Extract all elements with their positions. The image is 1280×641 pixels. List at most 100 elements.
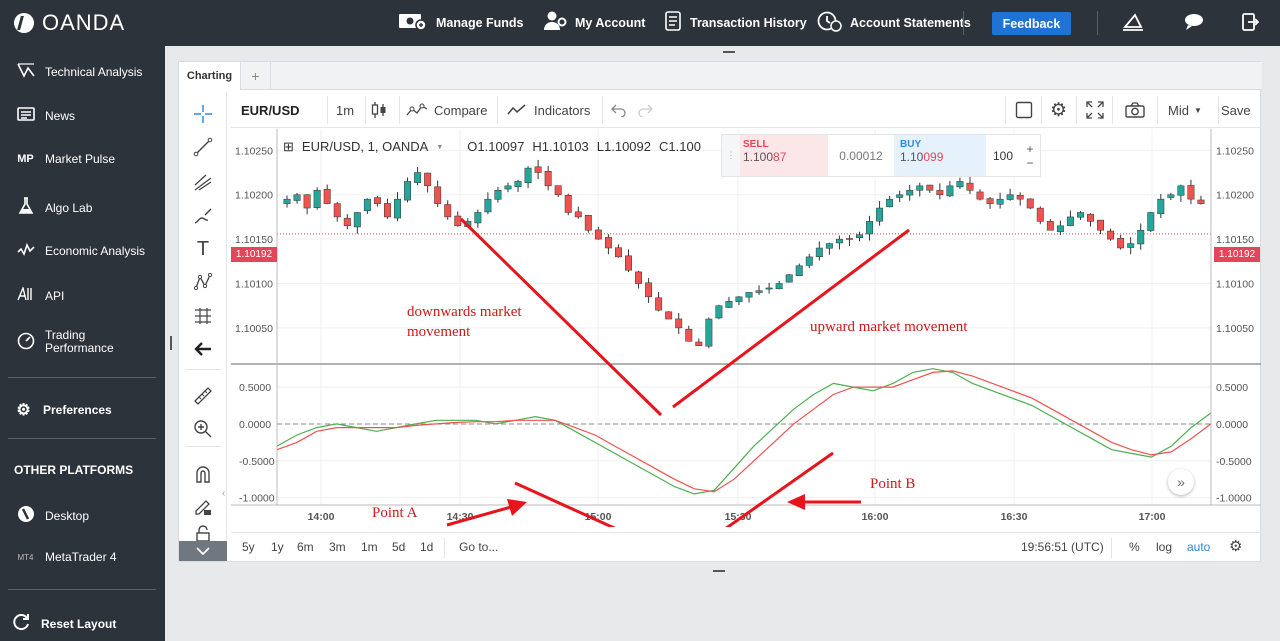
zoom-in-icon[interactable]	[191, 417, 215, 441]
my-account-label: My Account	[575, 16, 646, 30]
sidebar-item-api[interactable]: API	[16, 285, 64, 304]
increase-button[interactable]: +	[1026, 141, 1034, 156]
brush-icon[interactable]	[191, 204, 215, 228]
sidebar-item-market-pulse[interactable]: MP Market Pulse	[16, 152, 115, 166]
trend-line-icon[interactable]	[191, 135, 215, 159]
decrease-button[interactable]: −	[1026, 155, 1034, 170]
manage-funds-link[interactable]: Manage Funds	[398, 0, 524, 46]
add-tab-button[interactable]: +	[241, 62, 271, 90]
sidebar-collapse-handle[interactable]	[170, 336, 172, 350]
candle-body	[333, 203, 341, 218]
osc-tick-label-left: -1.0000	[239, 493, 275, 505]
ruler-icon[interactable]	[191, 384, 215, 408]
prediction-icon[interactable]	[191, 304, 215, 328]
buy-button[interactable]: BUY 1.10099	[894, 135, 986, 176]
candle-body	[916, 185, 924, 191]
sidebar-item-news[interactable]: News	[16, 107, 75, 124]
tab-charting[interactable]: Charting	[179, 62, 241, 90]
transaction-history-link[interactable]: Transaction History	[664, 0, 807, 46]
sidebar-item-economic-analysis[interactable]: Economic Analysis	[16, 242, 145, 259]
feedback-button[interactable]: Feedback	[992, 12, 1071, 35]
quantity-field[interactable]: 100	[986, 135, 1020, 176]
panel-resize-handle-bottom[interactable]	[713, 570, 725, 572]
candle-body	[886, 198, 894, 208]
auto-scale-toggle[interactable]: auto	[1187, 540, 1211, 554]
toolbar-expand-icon[interactable]: ‹	[222, 488, 226, 499]
range-1y[interactable]: 1y	[271, 540, 284, 554]
candle-body	[323, 189, 331, 204]
range-1d[interactable]: 1d	[420, 540, 434, 554]
candle-body	[1197, 199, 1205, 204]
legend-low: L1.10092	[596, 139, 651, 154]
candle-body	[1107, 230, 1115, 240]
fullscreen-toggle[interactable]	[1015, 92, 1033, 128]
candle-body	[685, 328, 693, 342]
snapshot-button[interactable]	[1125, 92, 1145, 128]
oanda-logo[interactable]: OANDA	[14, 10, 125, 36]
tools-scroll-down-button[interactable]	[179, 541, 227, 561]
range-1m[interactable]: 1m	[361, 540, 378, 554]
sidebar-item-preferences[interactable]: ⚙ Preferences	[14, 400, 111, 420]
compare-button[interactable]: Compare	[406, 92, 487, 128]
candle-body	[755, 290, 763, 293]
symbol-selector[interactable]: EUR/USD	[241, 102, 300, 118]
sell-button[interactable]: SELL 1.10087	[740, 135, 828, 176]
buy-price: 1.10099	[900, 150, 944, 164]
back-arrow-icon[interactable]	[191, 337, 215, 361]
sidebar-item-label: Trading Performance	[45, 328, 114, 355]
oanda-desktop-icon	[16, 505, 35, 526]
manage-funds-label: Manage Funds	[436, 16, 524, 30]
range-3m[interactable]: 3m	[329, 540, 346, 554]
expand-chart-button[interactable]	[1086, 92, 1104, 128]
chart-toolbar: EUR/USD 1m Compare Indicators ⚙	[231, 92, 1262, 128]
pitchfork-icon[interactable]	[191, 170, 215, 194]
crosshair-icon[interactable]	[191, 102, 215, 126]
range-6m[interactable]: 6m	[297, 540, 314, 554]
indicators-button[interactable]: Indicators	[507, 92, 590, 128]
toolbar-divider	[497, 96, 498, 124]
sidebar-item-metatrader[interactable]: MT4 MetaTrader 4	[16, 550, 117, 564]
log-scale-toggle[interactable]: log	[1156, 540, 1173, 554]
range-5y[interactable]: 5y	[242, 540, 255, 554]
legend-expand-icon[interactable]: ⊞	[283, 139, 294, 154]
gear-icon[interactable]: ⚙	[1229, 538, 1243, 555]
sidebar-item-desktop[interactable]: Desktop	[16, 505, 89, 526]
candle-body	[564, 194, 572, 213]
redo-button[interactable]	[637, 92, 653, 128]
utc-clock[interactable]: 19:56:51 (UTC)	[1021, 540, 1104, 554]
reset-layout-button[interactable]: Reset Layout	[12, 613, 116, 634]
save-button[interactable]: Save	[1221, 102, 1251, 118]
undo-button[interactable]	[611, 92, 627, 128]
candle-body	[695, 341, 703, 346]
price-chart[interactable]: 1.10250 1.10250 1.10200 1.10200 1.10150 1.101…	[231, 129, 1261, 527]
sidebar-item-technical-analysis[interactable]: Technical Analysis	[16, 62, 142, 81]
drag-handle-icon[interactable]: ⋮	[726, 150, 736, 160]
candle-style-button[interactable]	[371, 92, 387, 128]
goto-date-button[interactable]: Go to...	[459, 540, 499, 554]
price-type-select[interactable]: Mid ▼	[1168, 92, 1202, 128]
lock-pencil-icon[interactable]	[191, 495, 215, 519]
chart-settings-button[interactable]: ⚙	[1050, 92, 1067, 128]
text-tool-icon[interactable]: T	[196, 237, 210, 260]
sidebar-divider	[8, 589, 156, 590]
logout-icon[interactable]	[1241, 12, 1260, 37]
percent-scale-toggle[interactable]: %	[1129, 540, 1140, 554]
chat-bubbles-icon[interactable]	[1183, 12, 1205, 37]
trade-ticket: ⋮ SELL 1.10087 0.00012 BUY 1.10099 100 +…	[721, 134, 1041, 177]
sidebar-item-algo-lab[interactable]: Algo Lab	[16, 197, 92, 218]
megaphone-icon[interactable]	[1122, 12, 1144, 37]
my-account-link[interactable]: My Account	[543, 0, 645, 46]
pattern-icon[interactable]	[191, 270, 215, 294]
magnet-icon[interactable]	[191, 462, 215, 486]
interval-selector[interactable]: 1m	[336, 102, 355, 118]
account-statements-link[interactable]: Account Statements	[816, 0, 971, 46]
scroll-to-latest-button[interactable]: »	[1168, 469, 1194, 495]
spread-value: 0.00012	[828, 135, 894, 176]
candle-body	[524, 167, 532, 183]
range-5d[interactable]: 5d	[392, 540, 406, 554]
legend-title[interactable]: EUR/USD, 1, OANDA	[301, 139, 429, 154]
sidebar-item-trading-performance[interactable]: Trading Performance	[16, 329, 114, 355]
news-icon	[16, 107, 35, 124]
panel-resize-handle-top[interactable]	[723, 51, 735, 53]
